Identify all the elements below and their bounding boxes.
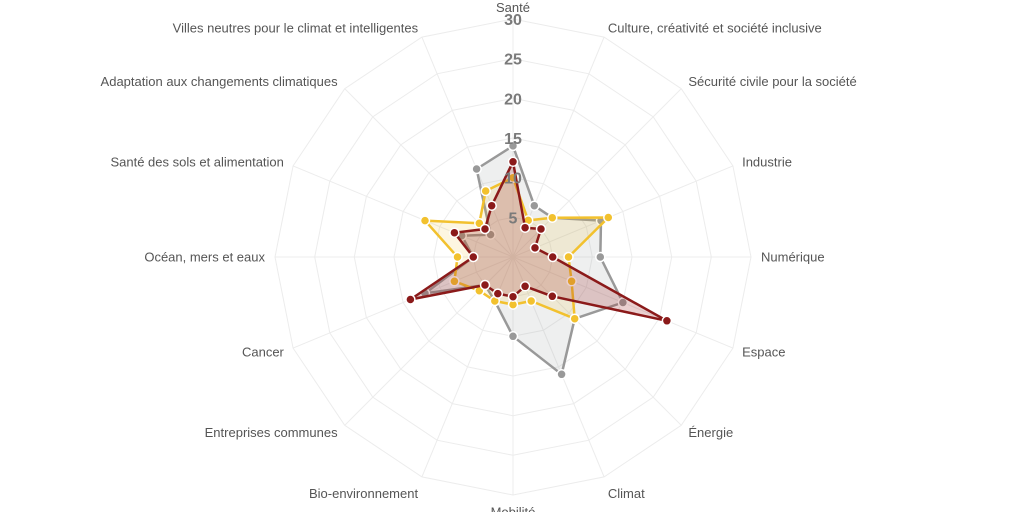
axis-label: Industrie (742, 155, 792, 170)
axis-labels: Santé Culture, créativité et société incl… (101, 0, 857, 512)
axis-label: Numérique (761, 250, 825, 265)
axis-label: Océan, mers et eaux (144, 250, 265, 265)
axis-label: Climat (608, 486, 645, 501)
data-point[interactable] (449, 276, 460, 287)
radial-tick-label: 30 (504, 12, 522, 29)
grid-spoke (512, 256, 605, 478)
axis-label: Culture, créativité et société inclusive (608, 20, 822, 35)
data-point[interactable] (468, 251, 479, 263)
axis-label: Sécurité civile pour la société (688, 74, 856, 89)
data-point[interactable] (479, 279, 491, 291)
grid-spoke (512, 165, 734, 258)
data-point[interactable] (486, 200, 497, 211)
data-point[interactable] (617, 297, 629, 308)
grid-spoke (292, 256, 514, 349)
axis-label: Bio-environnement (309, 486, 419, 501)
radial-tick-labels: 5 10 15 20 25 30 (504, 12, 522, 227)
data-point[interactable] (563, 251, 574, 263)
data-point[interactable] (569, 313, 580, 324)
radial-tick-label: 20 (504, 91, 522, 108)
axis-label: Villes neutres pour le climat et intelli… (173, 20, 419, 35)
radial-tick-label: 10 (504, 171, 522, 188)
data-point[interactable] (547, 291, 558, 302)
data-point[interactable] (452, 251, 463, 263)
data-point[interactable] (661, 315, 673, 327)
data-point[interactable] (480, 185, 491, 197)
data-point[interactable] (529, 242, 541, 254)
data-point[interactable] (547, 212, 558, 223)
axis-label: Mobilité (491, 505, 536, 512)
data-point[interactable] (556, 369, 567, 380)
axis-label: Santé des sols et alimentation (110, 155, 283, 170)
data-point[interactable] (519, 281, 531, 292)
data-point[interactable] (405, 294, 416, 305)
data-point[interactable] (519, 222, 531, 233)
grid-spoke (292, 165, 514, 258)
data-point[interactable] (529, 200, 540, 211)
axis-label: Espace (742, 344, 785, 359)
data-point[interactable] (603, 212, 614, 223)
data-point[interactable] (507, 140, 519, 152)
data-point[interactable] (492, 288, 504, 299)
data-point[interactable] (507, 331, 519, 342)
axis-label: Santé (496, 0, 530, 15)
data-point[interactable] (547, 251, 558, 263)
series-3 (405, 156, 673, 327)
axis-label: Adaptation aux changements climatiques (101, 74, 339, 89)
grid-spoke (512, 256, 682, 426)
data-point[interactable] (507, 291, 519, 302)
radial-tick-label: 25 (504, 52, 522, 69)
data-point[interactable] (471, 163, 482, 175)
radial-tick-label: 5 (509, 210, 518, 227)
radar-grid (274, 18, 752, 496)
data-point[interactable] (419, 215, 431, 226)
data-point[interactable] (566, 276, 577, 287)
data-point[interactable] (525, 295, 537, 307)
axis-label: Cancer (242, 344, 285, 359)
radial-tick-label: 15 (504, 131, 522, 148)
data-point[interactable] (507, 156, 519, 168)
data-point[interactable] (449, 227, 460, 238)
grid-spoke (421, 36, 514, 258)
data-point[interactable] (595, 251, 606, 263)
data-point[interactable] (535, 223, 547, 235)
data-point[interactable] (479, 223, 491, 235)
axis-label: Énergie (688, 425, 733, 440)
axis-label: Entreprises communes (205, 425, 338, 440)
